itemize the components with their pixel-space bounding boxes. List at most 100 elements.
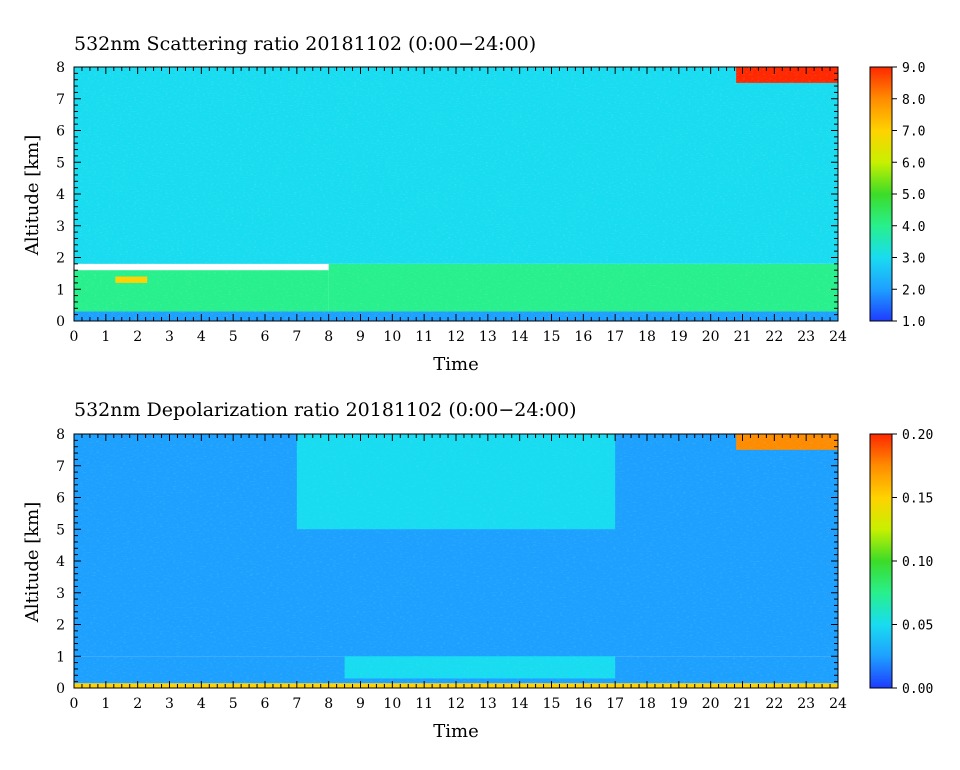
y-tick-label: 5: [56, 155, 65, 171]
x-tick-label: 1: [101, 329, 110, 345]
colorbar-tick-label: 0.05: [902, 619, 933, 634]
y-tick-label: 1: [56, 649, 65, 665]
y-tick-label: 6: [56, 124, 65, 140]
x-tick-label: 3: [165, 329, 174, 345]
y-tick-label: 3: [56, 219, 65, 235]
y-axis-label: Altitude [km]: [22, 135, 43, 257]
y-axis: 0 1 2 3 4 5 6 7 8: [56, 427, 838, 697]
x-tick-label: 12: [447, 696, 465, 712]
x-tick-label: 8: [324, 329, 333, 345]
x-tick-label: 22: [765, 329, 783, 345]
x-tick-label: 16: [574, 329, 592, 345]
x-tick-label: 5: [229, 329, 238, 345]
x-tick-label: 21: [734, 696, 752, 712]
x-tick-label: 23: [797, 329, 815, 345]
x-tick-label: 16: [574, 696, 592, 712]
x-tick-label: 15: [543, 696, 561, 712]
x-tick-label: 19: [670, 329, 688, 345]
x-tick-label: 3: [165, 696, 174, 712]
depolarization-ratio-chart: 532nm Depolarization ratio 20181102 (0:0…: [22, 399, 933, 742]
colorbar-tick-label: 5.0: [902, 188, 925, 203]
x-tick-label: 20: [702, 696, 720, 712]
colorbar-tick-label: 0.20: [902, 428, 933, 443]
x-tick-label: 8: [324, 696, 333, 712]
y-tick-label: 1: [56, 282, 65, 298]
x-axis-label: Time: [433, 354, 478, 375]
colorbar-tick-label: 0.15: [902, 492, 933, 507]
x-tick-label: 24: [829, 329, 847, 345]
x-tick-label: 13: [479, 696, 497, 712]
x-tick-label: 2: [133, 329, 142, 345]
y-tick-label: 8: [56, 60, 65, 76]
colorbar-tick-label: 2.0: [902, 283, 925, 298]
y-tick-label: 5: [56, 522, 65, 538]
x-axis: 0 1 2 3 4 5 6 7 8 9 10 11 12 13 14 15 16 17 18 19 20 21 22 23 24: [70, 67, 847, 345]
x-tick-label: 9: [356, 329, 365, 345]
y-tick-label: 0: [56, 681, 65, 697]
x-tick-label: 14: [511, 696, 529, 712]
x-tick-label: 20: [702, 329, 720, 345]
heatmap-plot-area: [73, 433, 839, 689]
chart-title: 532nm Depolarization ratio 20181102 (0:0…: [74, 399, 576, 421]
x-tick-label: 22: [765, 696, 783, 712]
y-tick-label: 7: [56, 92, 65, 108]
x-axis: 0 1 2 3 4 5 6 7 8 9 10 11 12 13 14 15 16 17 18 19 20 21 22 23 24: [70, 434, 847, 712]
y-tick-label: 4: [56, 554, 65, 570]
x-tick-label: 4: [197, 696, 206, 712]
x-tick-label: 23: [797, 696, 815, 712]
colorbar: 0.00 0.05 0.10 0.15 0.20: [869, 428, 933, 697]
y-axis-label: Altitude [km]: [22, 502, 43, 624]
y-tick-label: 3: [56, 586, 65, 602]
x-tick-label: 13: [479, 329, 497, 345]
x-tick-label: 12: [447, 329, 465, 345]
colorbar-scale: [869, 433, 893, 689]
y-tick-label: 7: [56, 459, 65, 475]
x-tick-label: 6: [261, 329, 270, 345]
x-tick-label: 6: [261, 696, 270, 712]
chart-title: 532nm Scattering ratio 20181102 (0:00−24…: [74, 33, 536, 55]
noise-texture: [74, 67, 838, 321]
x-tick-label: 9: [356, 696, 365, 712]
heatmap-plot-area: [73, 66, 839, 322]
x-tick-label: 18: [638, 696, 656, 712]
y-tick-label: 2: [56, 251, 65, 267]
x-tick-label: 24: [829, 696, 847, 712]
noise-texture: [74, 434, 838, 688]
colorbar-tick-label: 0.10: [902, 555, 933, 570]
x-tick-label: 0: [70, 696, 79, 712]
y-tick-label: 8: [56, 427, 65, 443]
x-tick-label: 18: [638, 329, 656, 345]
x-tick-label: 15: [543, 329, 561, 345]
y-tick-label: 6: [56, 491, 65, 507]
x-tick-label: 1: [101, 696, 110, 712]
x-tick-label: 4: [197, 329, 206, 345]
y-tick-label: 0: [56, 314, 65, 330]
x-tick-label: 7: [292, 696, 301, 712]
colorbar-tick-label: 4.0: [902, 220, 925, 235]
x-tick-label: 10: [383, 329, 401, 345]
x-tick-label: 11: [415, 696, 433, 712]
x-tick-label: 0: [70, 329, 79, 345]
y-tick-label: 2: [56, 618, 65, 634]
colorbar-tick-label: 6.0: [902, 156, 925, 171]
colorbar-tick-label: 3.0: [902, 252, 925, 267]
x-tick-label: 5: [229, 696, 238, 712]
colorbar-scale: [869, 66, 893, 322]
colorbar: 1.0 2.0 3.0 4.0 5.0 6.0 7.0 8.0 9.0: [869, 61, 925, 330]
x-axis-label: Time: [433, 721, 478, 742]
x-tick-label: 17: [606, 329, 624, 345]
x-tick-label: 19: [670, 696, 688, 712]
colorbar-tick-label: 0.00: [902, 682, 933, 697]
x-tick-label: 17: [606, 696, 624, 712]
x-tick-label: 21: [734, 329, 752, 345]
x-tick-label: 10: [383, 696, 401, 712]
x-tick-label: 2: [133, 696, 142, 712]
colorbar-tick-label: 1.0: [902, 315, 925, 330]
scattering-ratio-chart: 532nm Scattering ratio 20181102 (0:00−24…: [22, 33, 925, 375]
colorbar-tick-label: 8.0: [902, 93, 925, 108]
colorbar-tick-label: 7.0: [902, 125, 925, 140]
x-tick-label: 11: [415, 329, 433, 345]
y-tick-label: 4: [56, 187, 65, 203]
x-tick-label: 14: [511, 329, 529, 345]
